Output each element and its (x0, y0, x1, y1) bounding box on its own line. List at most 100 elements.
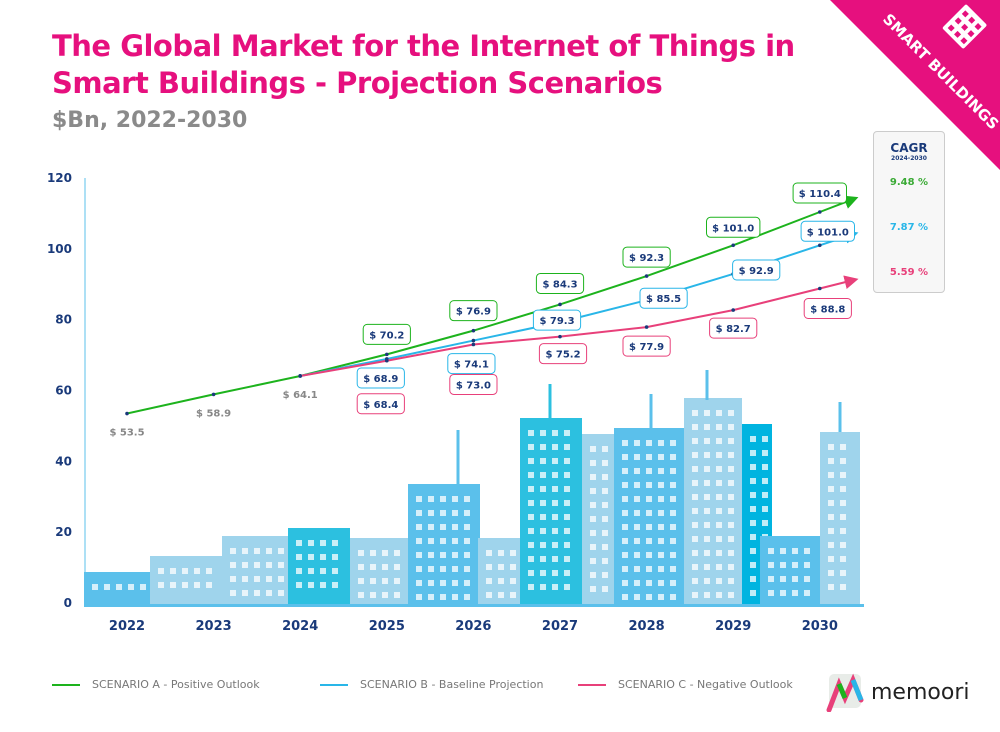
data-label-box (706, 216, 761, 238)
y-tick-label: 80 (55, 313, 72, 327)
building-window (692, 438, 698, 444)
building-window (768, 548, 774, 554)
building-window (242, 548, 248, 554)
data-point (558, 302, 562, 307)
data-point (211, 392, 216, 397)
data-label: $ 73.0 (456, 380, 491, 391)
building-window (540, 458, 546, 464)
building-window (670, 594, 676, 600)
building-window (320, 568, 326, 574)
building-window (658, 594, 664, 600)
building-window (590, 572, 596, 578)
data-point (644, 274, 649, 278)
building-window (452, 496, 458, 502)
building-window (602, 586, 608, 592)
building-window (440, 580, 446, 586)
data-point (818, 210, 822, 214)
data-label: $ 84.3 (542, 279, 577, 290)
data-label-box (622, 246, 671, 268)
y-tick-label: 120 (47, 171, 72, 185)
building-window (762, 520, 768, 526)
building-window (750, 436, 756, 442)
building-window (646, 538, 652, 544)
cagr-period: 2024-2030 (891, 155, 927, 162)
building-window (564, 430, 570, 436)
building-window (622, 552, 628, 558)
legend-swatch-c (578, 683, 606, 686)
building-window (358, 550, 364, 556)
building-window (552, 444, 558, 450)
building-window (622, 538, 628, 544)
building-window (540, 486, 546, 492)
building-window (670, 482, 676, 488)
data-label: $ 110.4 (799, 189, 841, 200)
building-window (194, 568, 200, 574)
building-window (840, 514, 846, 520)
building-window (158, 582, 164, 588)
building-window (486, 550, 492, 556)
building-window (840, 458, 846, 464)
building-window (242, 590, 248, 596)
building-window (358, 564, 364, 570)
building-window (602, 460, 608, 466)
building-window (634, 566, 640, 572)
building-window (590, 474, 596, 480)
building-window (486, 564, 492, 570)
building-window (780, 562, 786, 568)
building-window (670, 468, 676, 474)
building-window (634, 580, 640, 586)
building-window (728, 424, 734, 430)
smart-buildings-banner: SMART BUILDINGS (830, 0, 1000, 170)
building-window (828, 472, 834, 478)
building-window (498, 550, 504, 556)
building-window (308, 568, 314, 574)
building-window (382, 578, 388, 584)
building-window (590, 446, 596, 452)
building-window (266, 576, 272, 582)
data-label: $ 68.9 (363, 374, 398, 385)
building-window (646, 482, 652, 488)
building-window (590, 586, 596, 592)
data-point (558, 334, 562, 339)
legend-label-c: SCENARIO C - Negative Outlook (618, 678, 793, 691)
building-window (692, 480, 698, 486)
data-label-box (639, 287, 688, 309)
building-window (590, 460, 596, 466)
building-window (428, 594, 434, 600)
building-window (716, 480, 722, 486)
data-label: $ 77.9 (629, 342, 664, 353)
building-window (528, 430, 534, 436)
building-window (728, 564, 734, 570)
memoori-logo: memoori (825, 672, 969, 712)
building-window (590, 558, 596, 564)
series-line-c (300, 275, 859, 377)
y-tick-label: 20 (55, 525, 72, 539)
building-window (728, 410, 734, 416)
building-window (602, 446, 608, 452)
building-window (498, 564, 504, 570)
building-window (416, 524, 422, 530)
x-tick-label: 2030 (802, 619, 838, 634)
building-window (416, 538, 422, 544)
building-window (716, 466, 722, 472)
building-window (704, 494, 710, 500)
building-window (230, 576, 236, 582)
building-window (602, 558, 608, 564)
building-window (540, 444, 546, 450)
building (150, 556, 222, 606)
building-window (416, 580, 422, 586)
building-window (194, 582, 200, 588)
building-window (622, 594, 628, 600)
building-window (564, 570, 570, 576)
data-point (471, 342, 476, 347)
building-window (464, 538, 470, 544)
building-window (552, 430, 558, 436)
building-window (382, 592, 388, 598)
legend-label-a: SCENARIO A - Positive Outlook (92, 678, 260, 691)
building-window (828, 584, 834, 590)
building-window (552, 542, 558, 548)
y-tick-label: 0 (64, 596, 72, 610)
building-window (510, 550, 516, 556)
building-window (692, 494, 698, 500)
building-window (670, 538, 676, 544)
